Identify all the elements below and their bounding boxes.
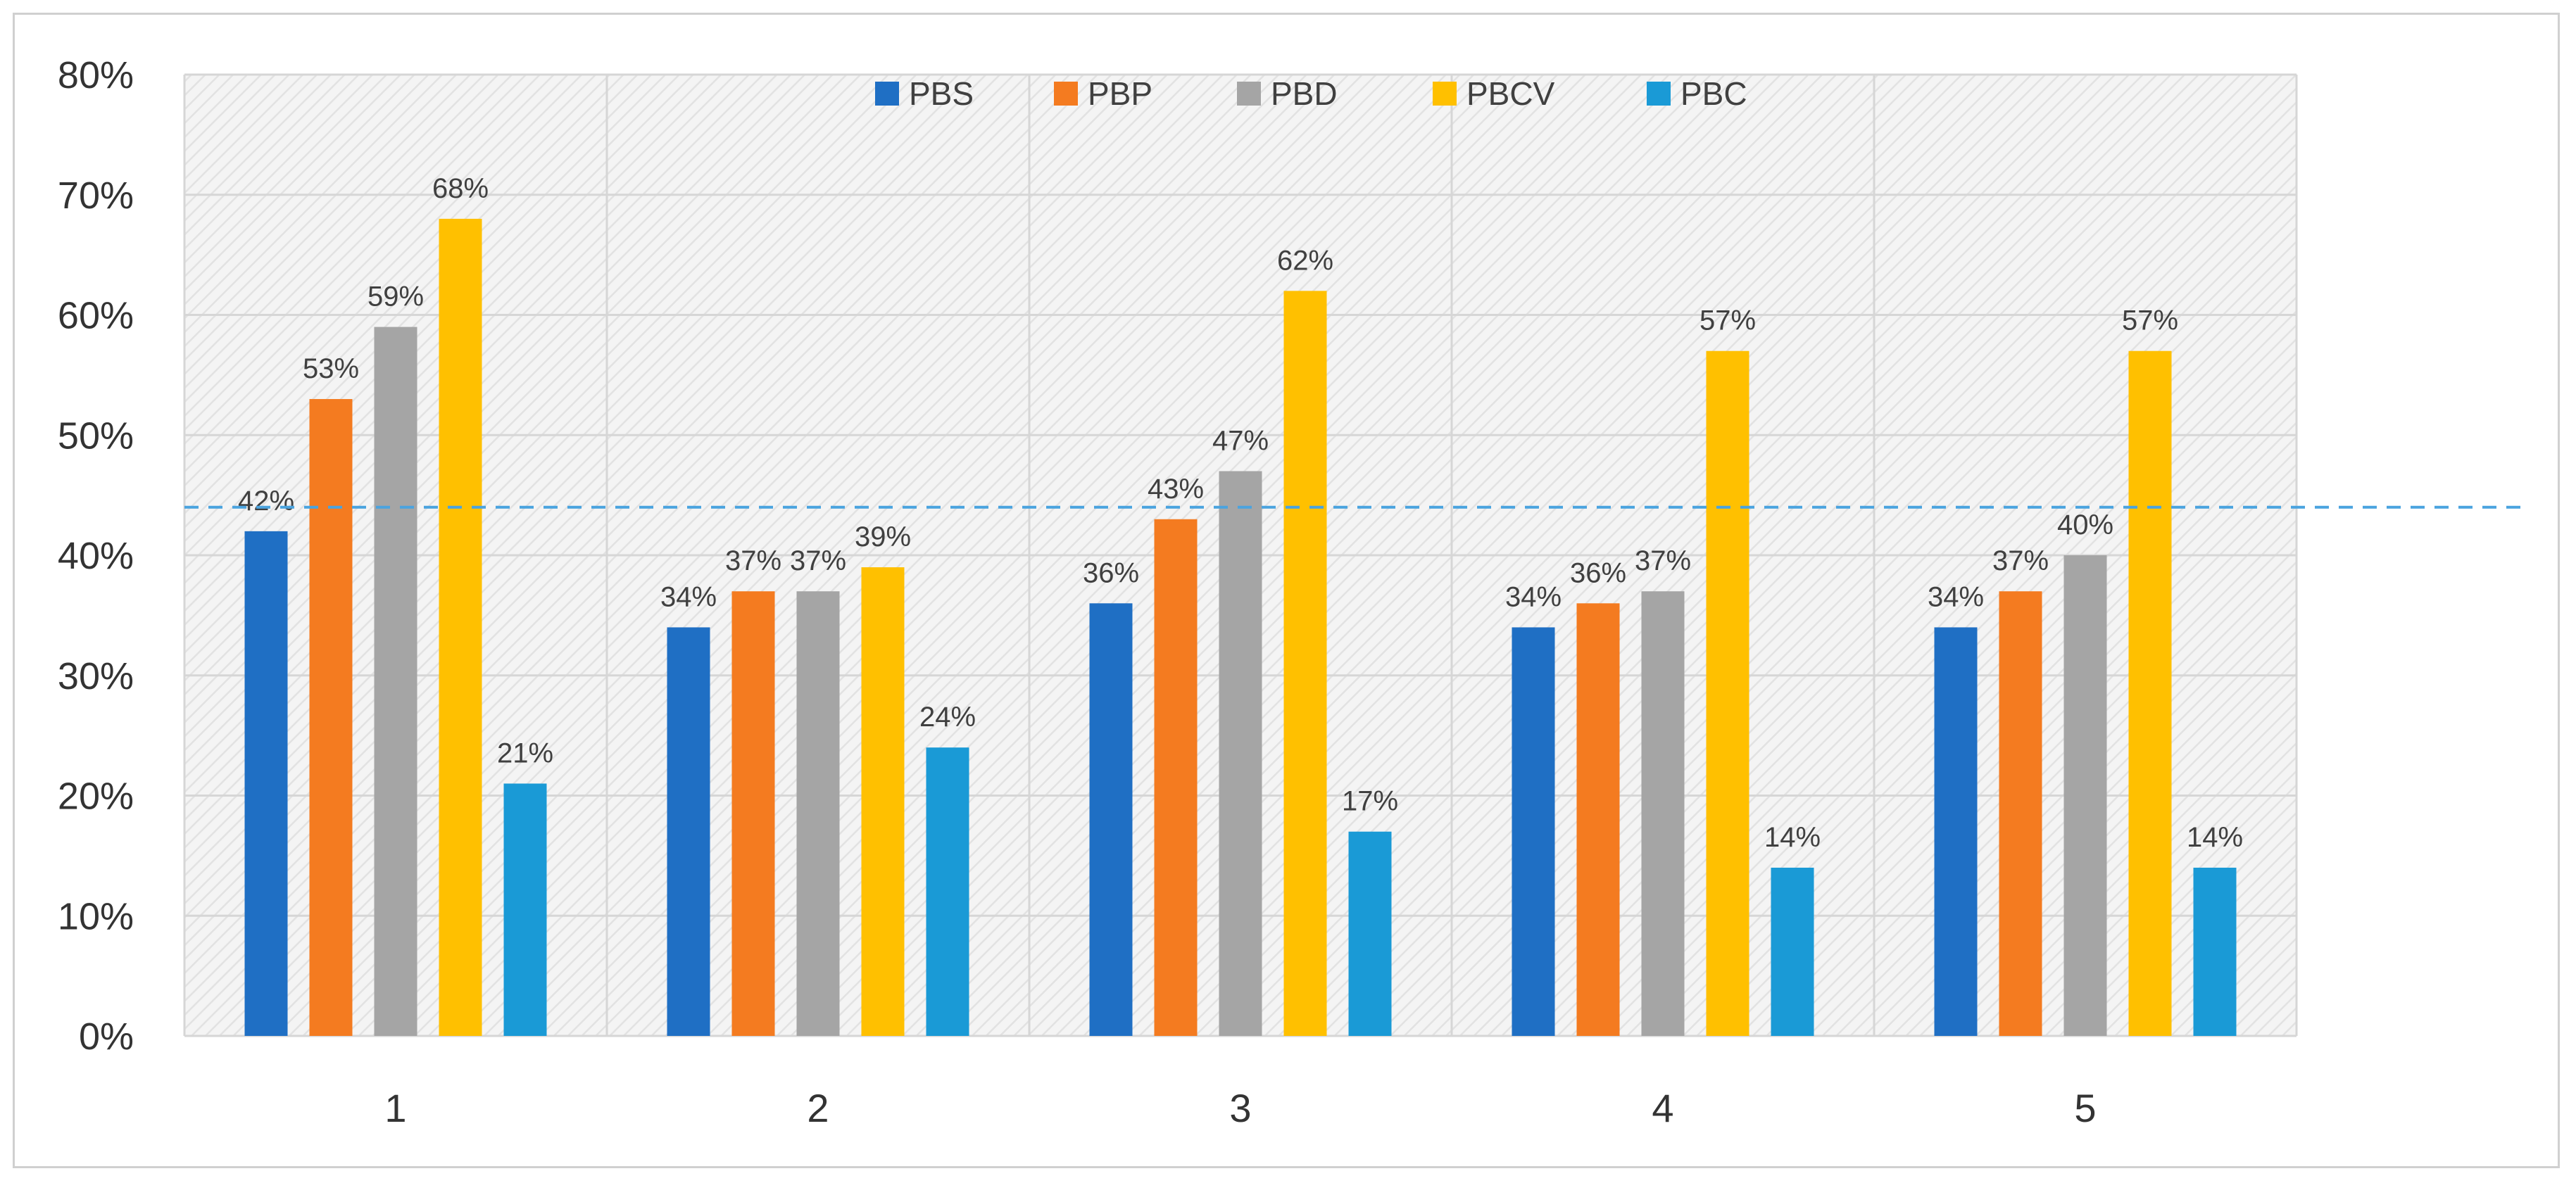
legend-swatch-pbd bbox=[1237, 82, 1261, 106]
data-label: 43% bbox=[1148, 474, 1204, 505]
data-label: 34% bbox=[1505, 581, 1562, 612]
legend-label-pbcv: PBCV bbox=[1466, 75, 1555, 112]
legend-label-pbs: PBS bbox=[909, 75, 974, 112]
data-label: 17% bbox=[1342, 786, 1398, 817]
data-label: 57% bbox=[2122, 305, 2178, 336]
bar-pbcv bbox=[439, 218, 482, 1036]
legend: PBS PBP PBD PBCV PBC bbox=[875, 75, 1747, 112]
data-label: 53% bbox=[303, 353, 359, 384]
bars bbox=[244, 218, 2237, 1037]
legend-swatch-pbp bbox=[1054, 82, 1078, 106]
bar-pbc bbox=[1771, 867, 1814, 1036]
bar-pbs bbox=[667, 627, 710, 1036]
y-axis-ticks: 0% 10% 20% 30% 40% 50% 60% 70% 80% bbox=[58, 54, 134, 1058]
data-label: 42% bbox=[238, 486, 294, 517]
bar-pbd bbox=[374, 327, 417, 1036]
bar-pbd bbox=[2063, 555, 2107, 1036]
bar-pbs bbox=[1089, 603, 1133, 1036]
bar-pbc bbox=[2193, 867, 2237, 1036]
data-label: 37% bbox=[1992, 545, 2049, 576]
bar-pbd bbox=[1219, 471, 1262, 1036]
legend-label-pbc: PBC bbox=[1680, 75, 1747, 112]
y-tick-label: 50% bbox=[58, 415, 134, 457]
bar-pbp bbox=[1154, 519, 1198, 1036]
data-label: 36% bbox=[1083, 557, 1139, 588]
legend-swatch-pbs bbox=[875, 82, 899, 106]
data-labels: 42% 53% 59% 68% 21% 34% 37% 37% 39% 24% 36% 43% 47% 6… bbox=[238, 173, 2243, 853]
legend-label-pbd: PBD bbox=[1271, 75, 1338, 112]
x-tick-label: 2 bbox=[807, 1086, 829, 1130]
data-label: 39% bbox=[855, 521, 911, 552]
x-tick-label: 4 bbox=[1652, 1086, 1673, 1130]
data-label: 36% bbox=[1570, 557, 1626, 588]
bar-pbc bbox=[503, 783, 547, 1036]
data-label: 62% bbox=[1277, 245, 1333, 276]
data-label: 34% bbox=[1928, 581, 1984, 612]
bar-pbp bbox=[309, 399, 353, 1036]
data-label: 47% bbox=[1212, 425, 1269, 456]
y-tick-label: 40% bbox=[58, 535, 134, 577]
bar-pbp bbox=[1576, 603, 1620, 1036]
bar-pbs bbox=[1934, 627, 1978, 1036]
x-tick-label: 5 bbox=[2074, 1086, 2096, 1130]
x-tick-label: 3 bbox=[1229, 1086, 1251, 1130]
data-label: 14% bbox=[1764, 822, 1821, 853]
data-label: 57% bbox=[1699, 305, 1756, 336]
y-tick-label: 0% bbox=[79, 1016, 134, 1058]
data-label: 40% bbox=[2057, 510, 2113, 540]
bar-pbc bbox=[926, 747, 969, 1036]
y-tick-label: 30% bbox=[58, 655, 134, 697]
data-label: 34% bbox=[660, 581, 717, 612]
y-tick-label: 70% bbox=[58, 175, 134, 217]
y-tick-label: 80% bbox=[58, 54, 134, 96]
data-label: 14% bbox=[2187, 822, 2243, 853]
bar-pbcv bbox=[1706, 350, 1749, 1037]
legend-swatch-pbc bbox=[1647, 82, 1671, 106]
bar-pbp bbox=[1999, 591, 2042, 1036]
bar-pbd bbox=[1641, 591, 1685, 1036]
data-label: 37% bbox=[790, 545, 846, 576]
bar-pbp bbox=[731, 591, 775, 1036]
bar-pbcv bbox=[861, 567, 905, 1036]
y-tick-label: 60% bbox=[58, 295, 134, 337]
y-tick-label: 10% bbox=[58, 895, 134, 937]
data-label: 68% bbox=[432, 173, 489, 204]
y-tick-label: 20% bbox=[58, 776, 134, 818]
x-axis-ticks: 1 2 3 4 5 bbox=[384, 1086, 2096, 1130]
x-tick-label: 1 bbox=[384, 1086, 406, 1130]
bar-pbd bbox=[796, 591, 840, 1036]
data-label: 59% bbox=[367, 281, 424, 312]
data-label: 24% bbox=[919, 702, 976, 733]
legend-swatch-pbcv bbox=[1433, 82, 1457, 106]
data-label: 21% bbox=[497, 738, 553, 768]
bar-pbc bbox=[1348, 831, 1392, 1036]
bar-pbs bbox=[244, 531, 288, 1036]
bar-pbs bbox=[1512, 627, 1555, 1036]
bar-pbcv bbox=[1283, 291, 1327, 1037]
data-label: 37% bbox=[725, 545, 781, 576]
bar-pbcv bbox=[2128, 350, 2172, 1037]
legend-label-pbp: PBP bbox=[1088, 75, 1152, 112]
data-label: 37% bbox=[1635, 545, 1691, 576]
